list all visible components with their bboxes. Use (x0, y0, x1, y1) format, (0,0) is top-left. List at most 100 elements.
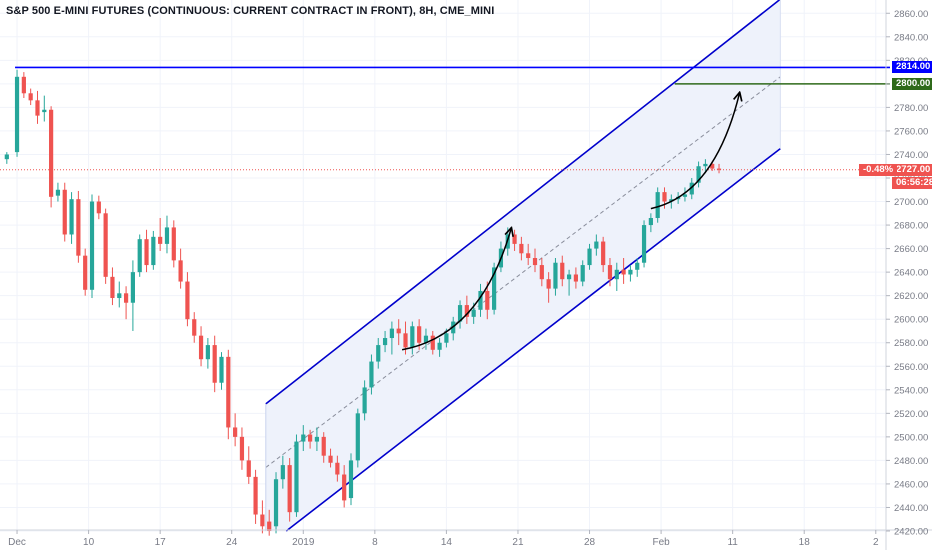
target-price-tag: 2800.00 (892, 77, 932, 90)
price-tick-label: 2740.00 (894, 150, 928, 161)
candle-up (362, 387, 367, 414)
price-tick-label: 2860.00 (894, 9, 928, 20)
candle-down (308, 434, 313, 442)
candle-down (76, 199, 81, 256)
candle-down (192, 319, 197, 336)
price-tick-label: 2520.00 (894, 409, 928, 420)
price-tick-label: 2620.00 (894, 291, 928, 302)
candle-down (158, 236, 163, 244)
candle-down (526, 253, 531, 259)
candle-down (49, 109, 54, 197)
candle-down (246, 460, 251, 477)
price-tick-label: 2480.00 (894, 456, 928, 467)
candle-up (355, 413, 360, 461)
price-tick-label: 2680.00 (894, 221, 928, 232)
time-tick-label: 11 (727, 537, 738, 548)
chart-title: S&P 500 E-MINI FUTURES (CONTINUOUS: CURR… (6, 5, 495, 17)
candle-up (348, 460, 354, 499)
candle-up (444, 333, 449, 343)
current-price-tag: 2727.00 (892, 163, 932, 176)
price-tick-label: 2500.00 (894, 432, 928, 443)
regression-channel (265, 0, 781, 532)
candle-down (532, 258, 538, 266)
candle-up (587, 248, 592, 266)
candle-up (14, 76, 20, 153)
price-tick-label: 2660.00 (894, 244, 928, 255)
time-tick-label: 21 (512, 537, 524, 548)
candle-down (716, 168, 722, 170)
resistance-price-tag: 2814.00 (892, 61, 932, 74)
candle-up (280, 465, 285, 480)
change-percent-tag: -0.48% (859, 163, 898, 176)
candle-down (171, 227, 176, 261)
projection-arrow (401, 229, 511, 351)
channel-fill (265, 0, 781, 531)
candle-up (137, 239, 142, 273)
candle-down (417, 326, 422, 343)
candle-down (178, 260, 183, 282)
price-tick-label: 2440.00 (894, 503, 928, 514)
candle-down (512, 234, 517, 244)
candle-down (28, 93, 33, 101)
price-tick-label: 2820.00 (894, 56, 928, 67)
price-tick-label: 2840.00 (894, 32, 928, 43)
projection-arrow (650, 93, 740, 210)
candle-up (205, 345, 210, 360)
candles (4, 69, 722, 536)
candle-up (682, 194, 688, 197)
candle-up (437, 342, 442, 350)
candle-down (83, 255, 88, 290)
time-tick-label: 24 (226, 537, 238, 548)
time-tick-label: Feb (652, 537, 670, 548)
candle-down (62, 189, 67, 235)
candle-down (253, 476, 258, 515)
candle-down (403, 333, 408, 348)
time-tick-label: 2019 (292, 537, 315, 548)
price-tick-label: 2420.00 (894, 527, 928, 538)
candle-up (273, 479, 279, 527)
candle-up (580, 265, 585, 282)
candle-up (369, 361, 374, 388)
candle-up (117, 293, 122, 299)
candle-up (151, 236, 156, 266)
time-tick-label: 17 (155, 537, 167, 548)
candle-up (648, 218, 653, 226)
projection-arrows (401, 93, 740, 351)
candle-up (89, 201, 95, 290)
time-tick-label: 14 (441, 537, 453, 548)
candle-down (35, 100, 40, 116)
price-tick-label: 2780.00 (894, 103, 928, 114)
candle-down (342, 474, 347, 501)
candle-down (21, 76, 26, 94)
candle-down (621, 269, 626, 275)
time-tick-label: 2 (873, 537, 879, 548)
candle-up (689, 182, 694, 195)
candle-down (123, 293, 129, 303)
candle-down (560, 262, 565, 280)
candle-down (328, 455, 333, 463)
candle-up (55, 189, 61, 196)
candle-up (641, 225, 647, 263)
candle-up (635, 262, 640, 270)
candle-up (655, 192, 660, 219)
candle-down (198, 335, 204, 360)
candle-down (710, 163, 715, 169)
candle-up (219, 356, 224, 383)
candle-down (335, 462, 340, 475)
candle-down (110, 276, 115, 299)
price-tick-label: 2460.00 (894, 479, 928, 490)
time-tick-label: 18 (799, 537, 811, 548)
candle-down (539, 265, 544, 280)
time-tick-label: 28 (584, 537, 596, 548)
candle-up (703, 163, 708, 167)
candle-down (103, 213, 108, 277)
candle-down (226, 356, 231, 428)
time-tick-label: 10 (83, 537, 95, 548)
price-tick-label: 2600.00 (894, 315, 928, 326)
candle-up (294, 441, 299, 513)
candle-up (301, 434, 306, 442)
candle-down (233, 427, 238, 437)
